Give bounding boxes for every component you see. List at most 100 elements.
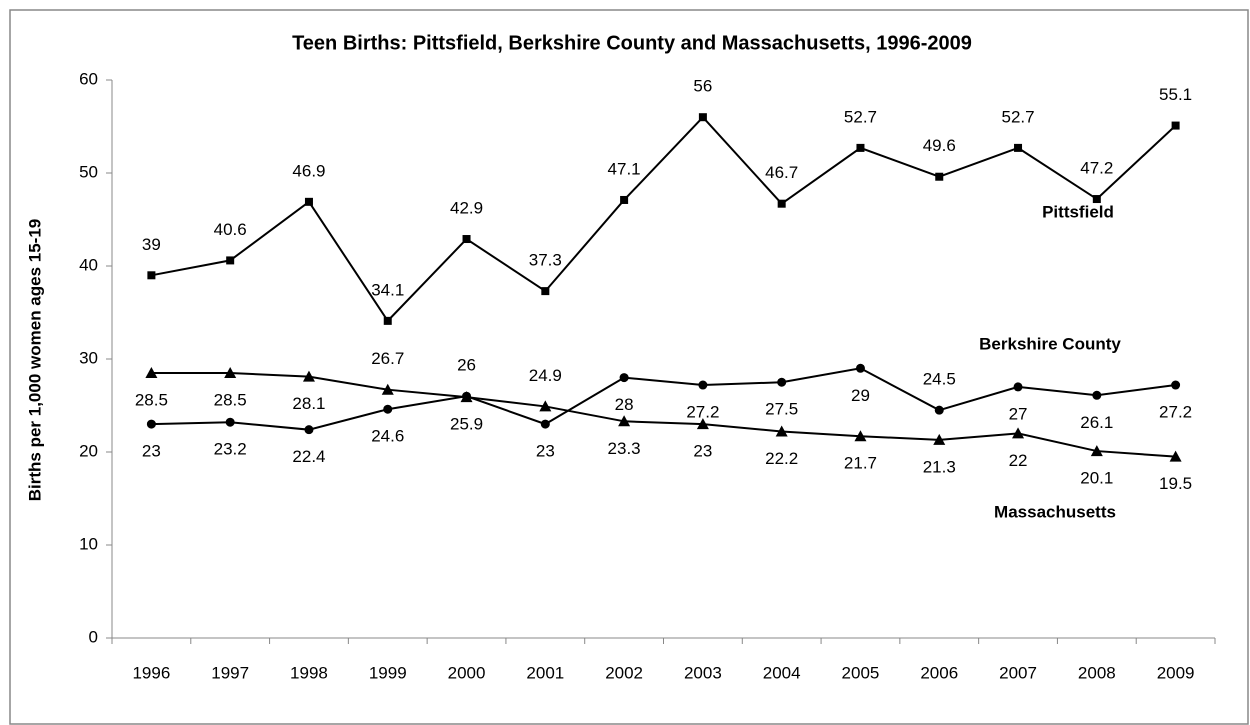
marker xyxy=(1092,390,1102,400)
series-line xyxy=(151,371,1176,458)
x-tick-label: 2003 xyxy=(684,663,722,682)
x-tick-label: 1999 xyxy=(369,663,407,682)
marker xyxy=(698,113,707,122)
marker xyxy=(1014,143,1023,152)
marker xyxy=(302,370,315,382)
marker xyxy=(383,404,393,414)
data-label: 24.9 xyxy=(529,366,562,385)
y-tick-label: 60 xyxy=(79,69,98,88)
data-label: 23 xyxy=(693,442,712,461)
marker xyxy=(934,405,944,415)
x-tick-label: 2004 xyxy=(763,663,801,682)
data-label: 26.1 xyxy=(1080,413,1113,432)
marker xyxy=(618,415,631,427)
data-label: 23 xyxy=(142,442,161,461)
marker xyxy=(226,256,235,265)
marker xyxy=(1171,121,1180,130)
data-label: 28 xyxy=(615,395,634,414)
data-label: 27.2 xyxy=(1159,403,1192,422)
marker xyxy=(145,366,158,378)
data-label: 27.2 xyxy=(686,403,719,422)
marker xyxy=(696,418,709,430)
chart-title: Teen Births: Pittsfield, Berkshire Count… xyxy=(292,32,972,54)
marker xyxy=(146,419,156,429)
y-tick-label: 20 xyxy=(79,441,98,460)
data-label: 34.1 xyxy=(371,280,404,299)
marker xyxy=(1171,380,1181,390)
data-label: 28.1 xyxy=(292,394,325,413)
data-label: 28.5 xyxy=(135,390,168,409)
data-label: 40.6 xyxy=(214,220,247,239)
marker xyxy=(855,363,865,373)
data-label: 55.1 xyxy=(1159,85,1192,104)
x-tick-label: 1996 xyxy=(132,663,170,682)
data-label: 21.7 xyxy=(844,454,877,473)
x-tick-label: 1998 xyxy=(290,663,328,682)
data-label: 52.7 xyxy=(1001,107,1034,126)
x-tick-label: 2000 xyxy=(448,663,486,682)
marker xyxy=(620,195,629,204)
data-label: 22 xyxy=(1009,451,1028,470)
marker xyxy=(225,417,235,427)
x-tick-label: 2002 xyxy=(605,663,643,682)
data-label: 27 xyxy=(1009,404,1028,423)
x-tick-label: 2008 xyxy=(1078,663,1116,682)
data-label: 19.5 xyxy=(1159,474,1192,493)
y-tick-label: 0 xyxy=(89,627,98,646)
marker xyxy=(1090,445,1103,457)
marker xyxy=(304,425,314,435)
series-label: Massachusetts xyxy=(994,502,1116,521)
series-line xyxy=(151,367,1176,431)
data-label: 20.1 xyxy=(1080,469,1113,488)
data-label: 26.7 xyxy=(371,349,404,368)
data-label: 23 xyxy=(536,442,555,461)
marker xyxy=(541,287,550,296)
data-label: 46.9 xyxy=(292,161,325,180)
data-label: 22.4 xyxy=(292,447,325,466)
x-tick-label: 2005 xyxy=(842,663,880,682)
data-label: 23.2 xyxy=(214,440,247,459)
series-label: Pittsfield xyxy=(1042,202,1114,221)
data-label: 24.6 xyxy=(371,427,404,446)
data-label: 27.5 xyxy=(765,400,798,419)
marker xyxy=(147,271,156,280)
data-label: 28.5 xyxy=(214,390,247,409)
data-label: 25.9 xyxy=(450,415,483,434)
marker xyxy=(619,373,629,383)
marker xyxy=(1013,382,1023,392)
marker xyxy=(460,391,473,403)
data-label: 47.1 xyxy=(608,159,641,178)
x-tick-label: 2001 xyxy=(526,663,564,682)
data-label: 46.7 xyxy=(765,163,798,182)
data-label: 22.2 xyxy=(765,449,798,468)
y-tick-label: 30 xyxy=(79,348,98,367)
marker xyxy=(462,235,471,244)
marker xyxy=(1092,195,1101,204)
y-tick-label: 50 xyxy=(79,162,98,181)
series-label: Berkshire County xyxy=(979,334,1121,353)
y-axis-label: Births per 1,000 women ages 15-19 xyxy=(25,219,44,502)
marker xyxy=(777,377,787,387)
data-label: 39 xyxy=(142,235,161,254)
data-label: 29 xyxy=(851,386,870,405)
series-line xyxy=(151,115,1177,323)
marker xyxy=(935,172,944,181)
marker xyxy=(224,366,237,378)
marker xyxy=(539,400,552,412)
marker xyxy=(1012,427,1025,439)
marker xyxy=(777,199,786,208)
data-label: 49.6 xyxy=(923,136,956,155)
data-label: 56 xyxy=(693,77,712,96)
data-label: 52.7 xyxy=(844,107,877,126)
marker xyxy=(304,197,313,206)
data-label: 37.3 xyxy=(529,251,562,270)
x-tick-label: 2006 xyxy=(920,663,958,682)
marker xyxy=(933,433,946,445)
marker xyxy=(383,316,392,325)
marker xyxy=(1169,450,1182,462)
y-tick-label: 10 xyxy=(79,534,98,553)
data-label: 24.5 xyxy=(923,370,956,389)
marker xyxy=(381,383,394,395)
data-label: 26 xyxy=(457,356,476,375)
